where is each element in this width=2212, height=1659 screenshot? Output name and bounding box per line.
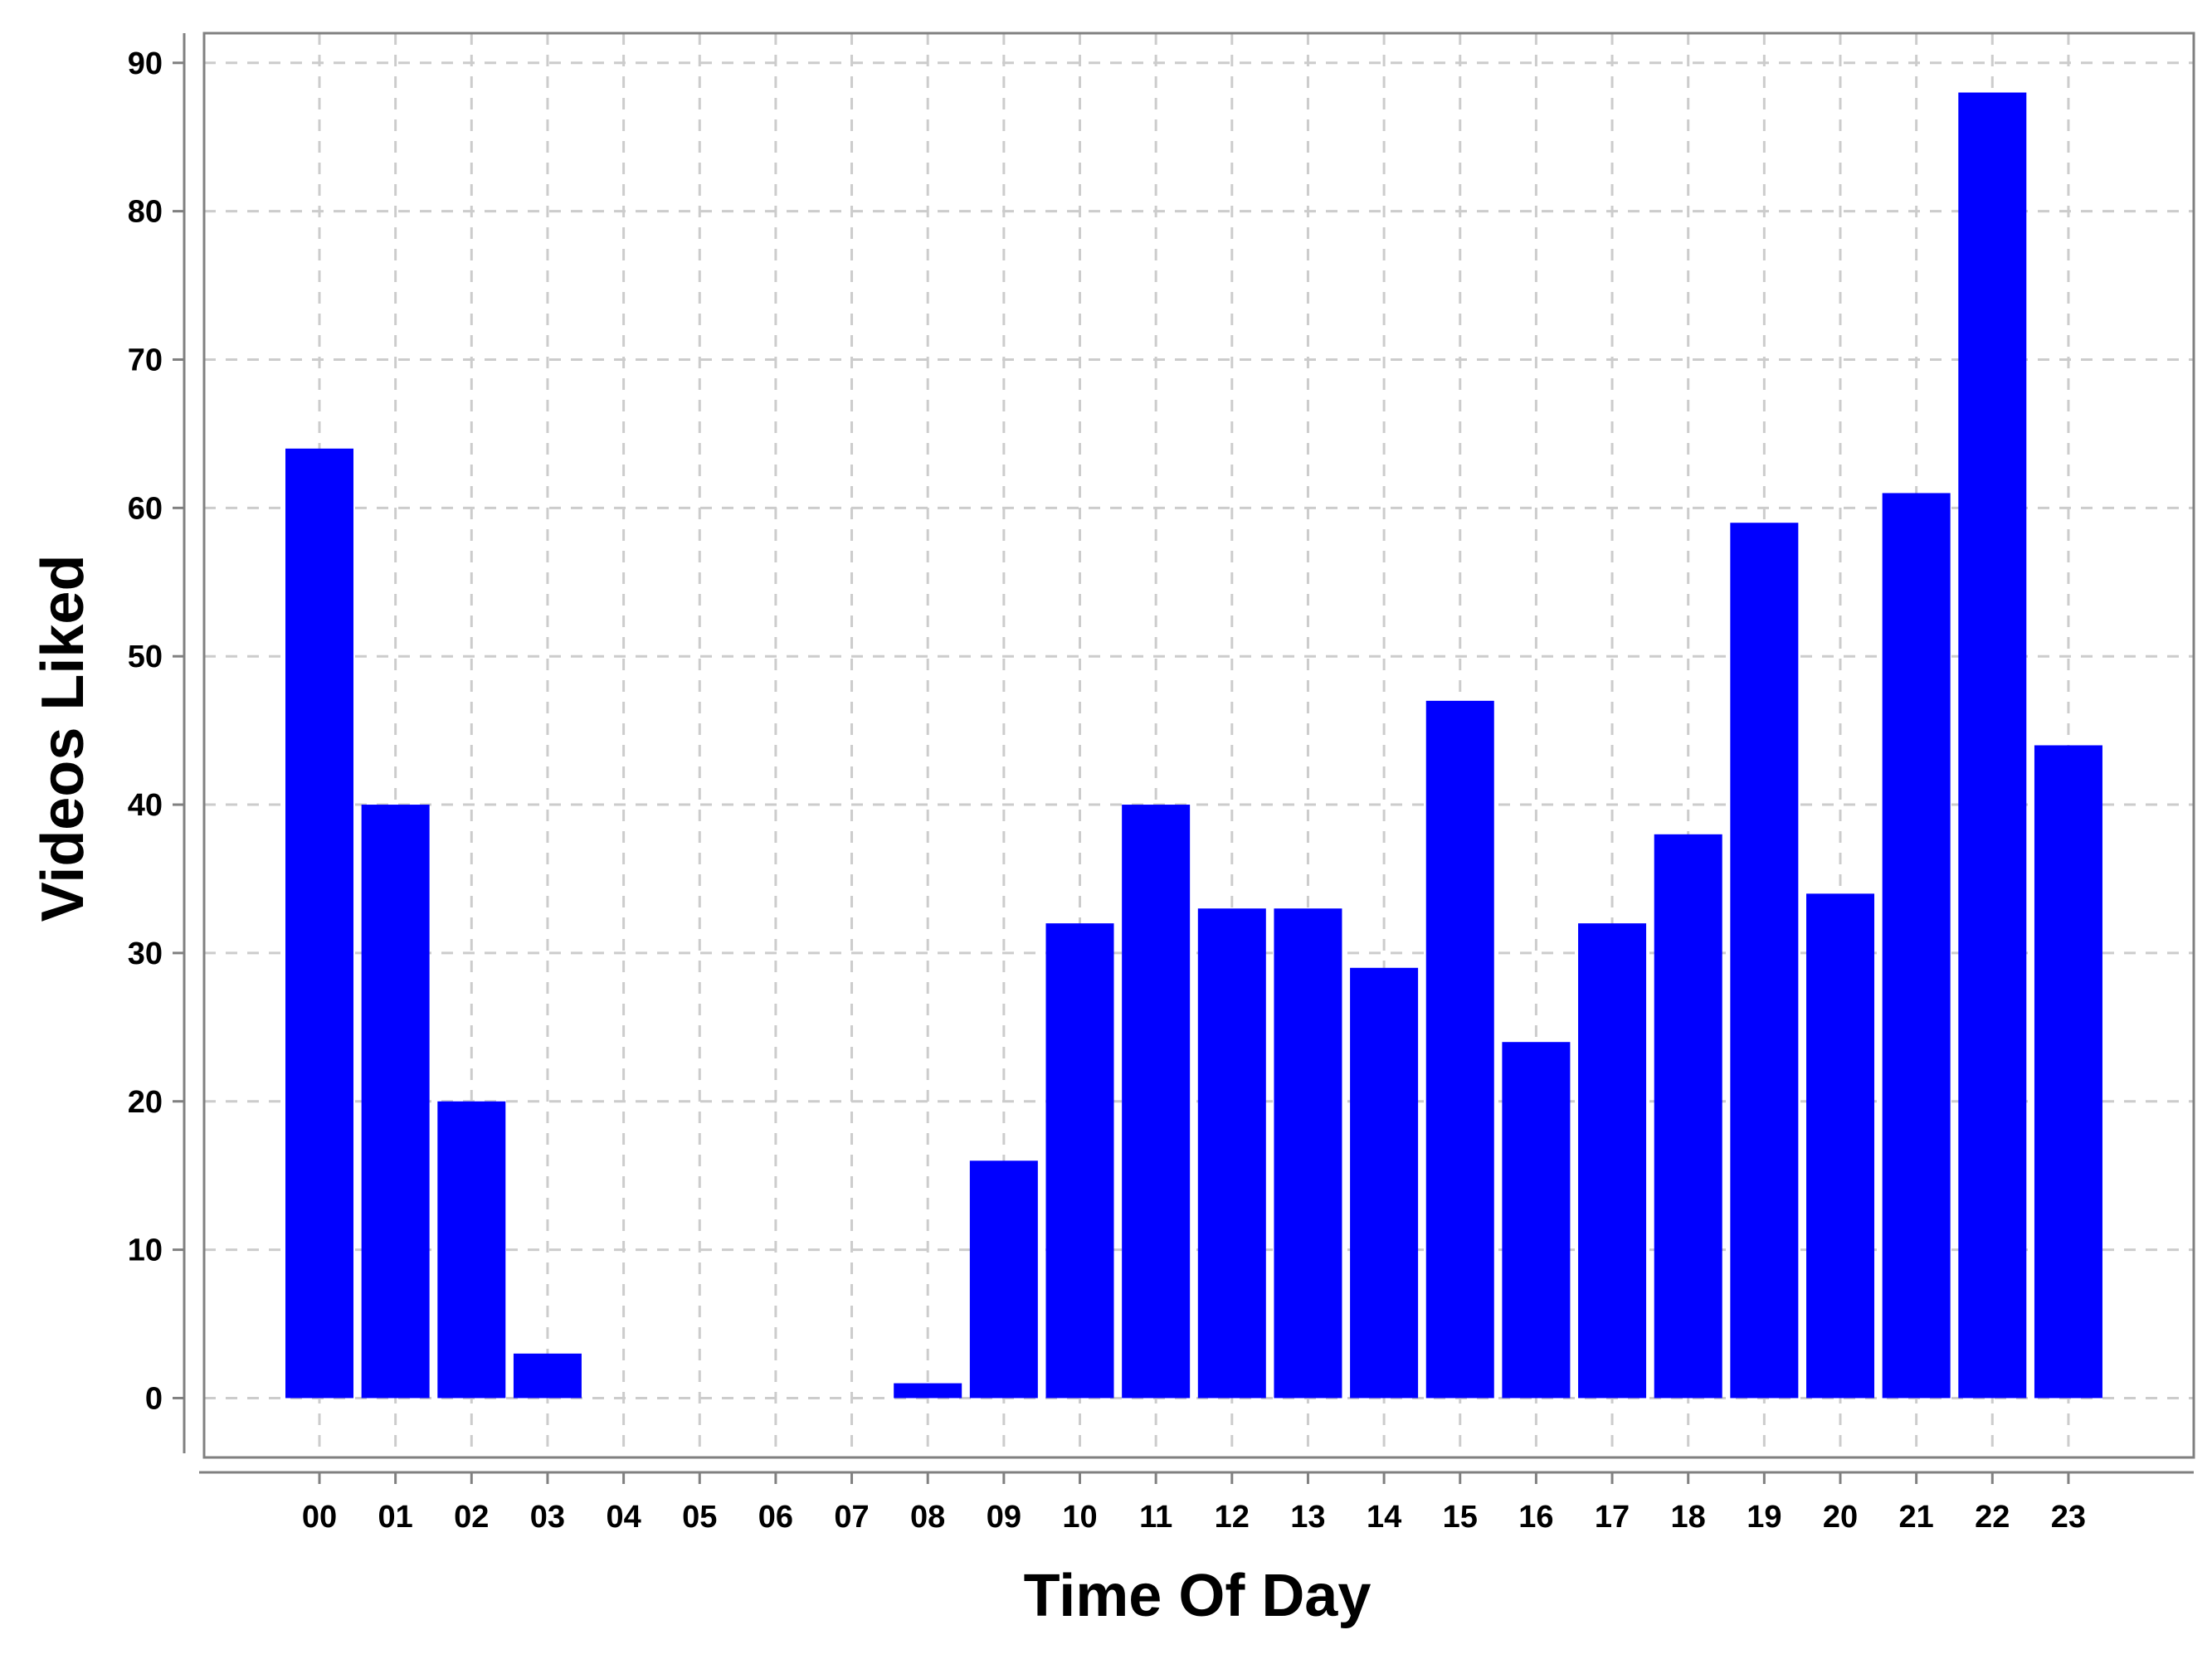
y-tick-label: 60: [128, 491, 163, 526]
x-tick-label: 15: [1443, 1500, 1478, 1535]
x-tick-label: 13: [1290, 1500, 1325, 1535]
bar-21: [1882, 493, 1951, 1399]
y-tick-label: 90: [128, 46, 163, 81]
x-tick-label: 23: [2051, 1500, 2086, 1535]
y-tick-label: 30: [128, 937, 163, 971]
y-axis-ticks: 0 10 20 30 40 50 60 70 80 90: [128, 46, 184, 1416]
bar-13: [1274, 908, 1342, 1399]
x-tick-label: 02: [454, 1500, 489, 1535]
bar-19: [1730, 523, 1799, 1399]
x-tick-label: 20: [1823, 1500, 1858, 1535]
y-tick-label: 70: [128, 343, 163, 377]
x-tick-label: 11: [1139, 1500, 1172, 1535]
x-tick-label: 10: [1062, 1500, 1097, 1535]
x-tick-label: 22: [1975, 1500, 2010, 1535]
bar-09: [969, 1160, 1038, 1399]
bar-11: [1122, 805, 1191, 1399]
y-tick-label: 10: [128, 1233, 163, 1268]
x-tick-label: 06: [758, 1500, 793, 1535]
y-tick-label: 0: [145, 1381, 163, 1416]
bar-02: [437, 1101, 506, 1399]
x-tick-label: 09: [987, 1500, 1021, 1535]
x-tick-label: 01: [378, 1500, 413, 1535]
x-tick-label: 00: [302, 1500, 337, 1535]
bar-01: [361, 805, 430, 1399]
x-tick-label: 05: [682, 1500, 717, 1535]
x-tick-label: 17: [1595, 1500, 1630, 1535]
x-tick-label: 16: [1518, 1500, 1553, 1535]
bar-15: [1425, 700, 1494, 1399]
bar-18: [1654, 834, 1722, 1399]
y-tick-label: 20: [128, 1085, 163, 1120]
bar-series: [285, 92, 2102, 1399]
bar-08: [894, 1383, 962, 1399]
y-tick-label: 80: [128, 195, 163, 230]
x-tick-label: 21: [1899, 1500, 1934, 1535]
x-tick-label: 12: [1215, 1500, 1250, 1535]
x-tick-label: 07: [834, 1500, 869, 1535]
x-tick-label: 04: [606, 1500, 641, 1535]
x-tick-label: 14: [1367, 1500, 1401, 1535]
bar-20: [1806, 893, 1874, 1399]
plot-frame: [202, 32, 2195, 1459]
x-tick-label: 08: [910, 1500, 945, 1535]
y-tick-label: 50: [128, 640, 163, 674]
x-tick-label: 18: [1671, 1500, 1706, 1535]
bar-14: [1350, 967, 1419, 1399]
bar-12: [1197, 908, 1266, 1399]
bar-16: [1502, 1042, 1571, 1399]
bar-10: [1045, 923, 1114, 1399]
bar-23: [2034, 745, 2102, 1399]
x-axis-ticks: 00 01 02 03 04 05 06 07 08 09 10 11 12 13 14 15 16 17 18 19…: [302, 1472, 2086, 1535]
y-axis-title: Videos Liked: [30, 555, 96, 922]
x-axis-title: Time Of Day: [1024, 1563, 1372, 1629]
x-tick-label: 19: [1747, 1500, 1781, 1535]
y-tick-label: 40: [128, 788, 163, 823]
bar-17: [1578, 923, 1647, 1399]
bar-00: [285, 448, 353, 1399]
bar-22: [1958, 92, 2027, 1399]
x-tick-label: 03: [530, 1500, 565, 1535]
bar-03: [513, 1353, 582, 1399]
